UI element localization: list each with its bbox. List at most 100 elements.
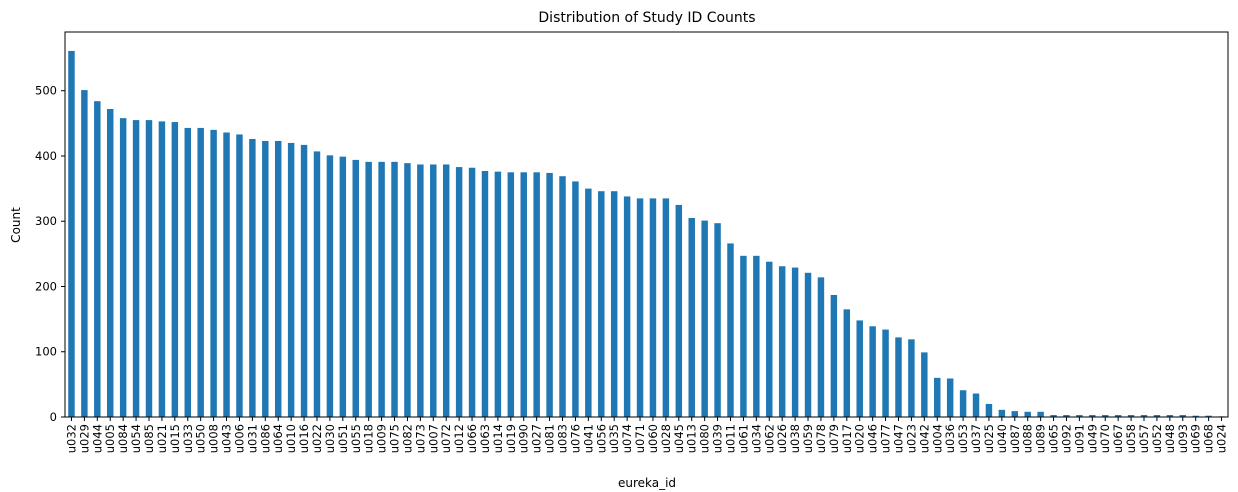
x-tick-label: u086 — [258, 424, 272, 453]
bar-u018 — [365, 161, 372, 417]
bar-u019 — [507, 172, 515, 417]
x-tick-label: u030 — [323, 424, 337, 453]
bar-u007 — [430, 164, 437, 417]
x-tick-label: u035 — [607, 424, 621, 453]
x-tick-label: u067 — [1111, 424, 1125, 453]
x-tick-label: u052 — [1150, 424, 1164, 453]
x-tick-label: u039 — [711, 424, 725, 453]
bar-u006 — [236, 134, 243, 417]
x-tick-label: u010 — [284, 424, 298, 453]
bar-u053 — [959, 390, 967, 417]
bar-u039 — [714, 223, 721, 417]
bar-u065 — [1050, 415, 1057, 417]
chart-title: Distribution of Study ID Counts — [538, 10, 755, 26]
x-tick-label: u058 — [1124, 424, 1138, 453]
bar-u058 — [1127, 415, 1135, 417]
x-tick-label: u036 — [943, 424, 957, 453]
bar-u079 — [830, 294, 838, 417]
bar-u041 — [585, 188, 592, 417]
bar-u036 — [946, 378, 954, 417]
bar-u046 — [869, 326, 876, 417]
x-tick-label: u084 — [116, 424, 130, 453]
bar-u089 — [1037, 411, 1044, 417]
x-tick-label: u009 — [375, 424, 389, 453]
x-tick-label: u066 — [465, 424, 479, 453]
x-tick-label: u060 — [646, 424, 660, 453]
x-tick-label: u051 — [336, 424, 350, 453]
x-tick-label: u070 — [1098, 424, 1112, 453]
bar-u042 — [921, 352, 928, 417]
x-ticks-group: u032u029u044u005u084u054u085u021u015u033… — [64, 417, 1229, 453]
bar-u081 — [546, 172, 553, 417]
y-tick-label: 100 — [35, 345, 57, 359]
bar-u015 — [171, 122, 179, 418]
bar-u029 — [81, 90, 88, 418]
x-tick-label: u063 — [478, 424, 492, 453]
bar-u044 — [94, 101, 101, 417]
x-axis-label: eureka_id — [618, 476, 676, 490]
bar-u090 — [520, 172, 527, 417]
bar-u034 — [753, 255, 760, 417]
bar-u048 — [1166, 415, 1174, 417]
bar-u008 — [210, 129, 217, 418]
x-tick-label: u015 — [168, 424, 182, 453]
bar-u025 — [985, 403, 993, 417]
x-tick-label: u007 — [426, 424, 440, 453]
x-tick-label: u047 — [891, 424, 905, 453]
y-tick-label: 200 — [35, 279, 57, 293]
x-tick-label: u019 — [504, 424, 518, 453]
x-tick-label: u093 — [1176, 424, 1190, 453]
x-tick-label: u081 — [543, 424, 557, 453]
x-tick-label: u048 — [1163, 424, 1177, 453]
bar-u064 — [274, 140, 282, 417]
x-tick-label: u083 — [556, 424, 570, 453]
x-tick-label: u016 — [297, 424, 311, 453]
bar-u072 — [442, 164, 450, 417]
bar-u028 — [662, 198, 670, 417]
bar-u020 — [856, 320, 863, 417]
bar-u086 — [262, 140, 269, 417]
x-tick-label: u076 — [568, 424, 582, 453]
x-tick-label: u011 — [723, 424, 737, 453]
x-tick-label: u046 — [866, 424, 880, 453]
x-tick-label: u092 — [1059, 424, 1073, 453]
x-tick-label: u091 — [1072, 424, 1086, 453]
x-tick-label: u004 — [930, 424, 944, 453]
bar-u011 — [727, 243, 734, 417]
bar-u066 — [468, 167, 476, 417]
x-tick-label: u033 — [181, 424, 195, 453]
x-tick-label: u077 — [879, 424, 893, 453]
bar-u045 — [675, 204, 683, 417]
bar-u068 — [1205, 415, 1212, 417]
bar-u023 — [908, 339, 915, 417]
x-tick-label: u064 — [271, 424, 285, 453]
bar-u078 — [817, 277, 825, 417]
x-tick-label: u065 — [1047, 424, 1061, 453]
bar-u070 — [1102, 415, 1109, 417]
x-tick-label: u006 — [232, 424, 246, 453]
bar-u085 — [145, 120, 153, 417]
bar-u067 — [1114, 415, 1122, 417]
y-tick-label: 0 — [50, 410, 57, 424]
x-tick-label: u089 — [1034, 424, 1048, 453]
x-tick-label: u078 — [814, 424, 828, 453]
bar-u093 — [1179, 415, 1187, 417]
bar-u073 — [417, 164, 424, 417]
x-tick-label: u017 — [840, 424, 854, 453]
bar-u012 — [455, 167, 463, 417]
bar-u088 — [1024, 411, 1031, 417]
x-tick-label: u043 — [220, 424, 234, 453]
bar-u050 — [197, 127, 204, 417]
x-tick-label: u025 — [982, 424, 996, 453]
bar-u026 — [778, 266, 786, 417]
x-tick-label: u090 — [517, 424, 531, 453]
x-tick-label: u031 — [245, 424, 259, 453]
x-tick-label: u082 — [400, 424, 414, 453]
bar-u054 — [132, 120, 140, 417]
bar-u013 — [688, 217, 695, 417]
x-tick-label: u041 — [581, 424, 595, 453]
bar-u037 — [972, 393, 980, 417]
x-tick-label: u042 — [917, 424, 931, 453]
x-tick-label: u071 — [633, 424, 647, 453]
